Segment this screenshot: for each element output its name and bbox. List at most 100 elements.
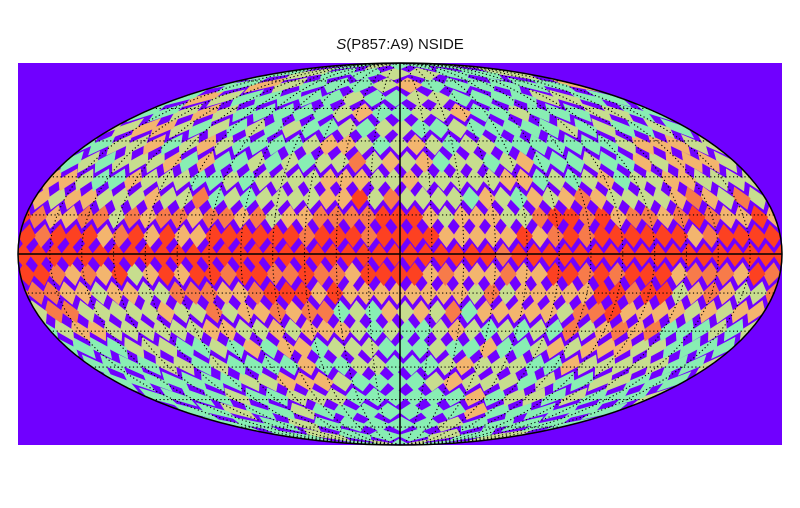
sky-cell bbox=[377, 336, 397, 359]
sky-cell bbox=[609, 205, 627, 229]
sky-cell bbox=[542, 354, 563, 376]
sky-cell bbox=[540, 387, 567, 407]
sky-cell bbox=[262, 118, 284, 139]
sky-cell bbox=[336, 118, 358, 139]
sky-cell bbox=[374, 262, 393, 287]
sky-cell bbox=[89, 336, 113, 359]
sky-cell bbox=[173, 354, 195, 376]
sky-cell bbox=[409, 118, 432, 139]
title-symbol: S bbox=[336, 36, 347, 53]
sky-cell bbox=[380, 150, 400, 174]
sky-cell bbox=[527, 77, 577, 93]
sky-cell bbox=[524, 354, 545, 376]
sky-cell bbox=[292, 336, 313, 359]
sky-cell bbox=[459, 300, 478, 324]
sky-cell bbox=[384, 387, 407, 407]
sky-cell bbox=[493, 186, 512, 210]
sky-cell bbox=[652, 186, 671, 210]
sky-cell bbox=[557, 186, 576, 210]
sky-cell bbox=[443, 77, 471, 93]
sky-cell bbox=[238, 371, 260, 392]
sky-cell bbox=[333, 402, 359, 420]
sky-cell bbox=[624, 205, 643, 229]
sky-cell bbox=[246, 150, 266, 174]
sky-cell bbox=[311, 205, 330, 229]
sky-cell bbox=[208, 336, 228, 359]
sky-cell bbox=[203, 262, 222, 287]
sky-cell bbox=[585, 89, 632, 107]
sky-cell bbox=[446, 118, 468, 139]
sky-cell bbox=[611, 354, 633, 376]
sky-cell bbox=[484, 402, 510, 420]
sky-cell bbox=[529, 281, 548, 305]
sky-cell bbox=[344, 387, 368, 407]
sky-cell bbox=[642, 318, 662, 342]
sky-cell bbox=[573, 186, 592, 210]
sky-cell bbox=[157, 223, 176, 248]
sky-cell bbox=[477, 186, 496, 210]
sky-cell bbox=[161, 371, 191, 392]
sky-cell bbox=[464, 150, 484, 174]
sky-cell bbox=[219, 262, 237, 287]
sky-cell bbox=[300, 300, 319, 324]
sky-cell bbox=[277, 243, 296, 268]
sky-cell bbox=[443, 300, 463, 324]
sky-cell bbox=[311, 402, 337, 420]
sky-cell bbox=[139, 168, 159, 192]
sky-cell bbox=[202, 387, 234, 407]
sky-cell bbox=[137, 243, 156, 268]
sky-cell bbox=[173, 223, 192, 248]
sky-cell bbox=[354, 402, 380, 420]
sky-cell bbox=[91, 243, 110, 268]
sky-cell bbox=[343, 262, 362, 287]
sky-cell bbox=[602, 243, 621, 268]
sky-cell bbox=[608, 118, 636, 139]
sky-cell bbox=[332, 300, 351, 324]
sky-cell bbox=[435, 281, 454, 305]
sky-cell bbox=[304, 387, 328, 407]
sky-cell bbox=[416, 243, 435, 268]
sky-cell bbox=[561, 318, 580, 342]
sky-cell bbox=[497, 371, 519, 392]
sky-cell bbox=[512, 336, 532, 359]
sky-cell bbox=[546, 205, 565, 229]
sky-cell bbox=[639, 371, 672, 392]
sky-cell bbox=[238, 186, 257, 210]
sky-cell bbox=[576, 387, 609, 407]
sky-cell bbox=[423, 371, 445, 392]
sky-cell bbox=[188, 300, 207, 324]
sky-cell bbox=[501, 416, 544, 432]
sky-cell bbox=[716, 186, 735, 210]
sky-cell bbox=[429, 186, 448, 210]
sky-cell bbox=[608, 223, 627, 248]
meridian-line bbox=[399, 63, 528, 445]
sky-cell bbox=[563, 134, 584, 156]
sky-cell bbox=[483, 205, 502, 229]
sky-cell bbox=[145, 150, 165, 174]
sky-cell bbox=[680, 243, 698, 268]
sky-cell bbox=[286, 168, 306, 192]
sky-cell bbox=[205, 168, 224, 192]
sky-cell bbox=[347, 77, 375, 93]
sky-cell bbox=[534, 371, 556, 392]
sky-cell bbox=[452, 205, 471, 229]
sky-cell bbox=[710, 168, 729, 192]
sky-cell bbox=[450, 281, 469, 305]
sky-cell bbox=[168, 118, 196, 139]
sky-cell bbox=[188, 118, 213, 139]
sky-cell bbox=[468, 103, 492, 123]
sky-cell bbox=[686, 281, 705, 305]
sky-cell bbox=[75, 205, 94, 229]
sky-cell bbox=[545, 336, 566, 359]
sky-cell bbox=[421, 262, 439, 287]
sky-cell bbox=[432, 243, 451, 268]
sky-cell bbox=[433, 168, 452, 192]
sky-cell bbox=[287, 416, 321, 432]
sky-cell bbox=[509, 243, 528, 268]
sky-cell bbox=[649, 150, 669, 174]
sky-cell bbox=[316, 300, 335, 324]
sky-cell bbox=[308, 243, 327, 268]
sky-cell bbox=[347, 300, 367, 324]
sky-cell bbox=[343, 336, 363, 359]
sky-cell bbox=[411, 300, 431, 324]
